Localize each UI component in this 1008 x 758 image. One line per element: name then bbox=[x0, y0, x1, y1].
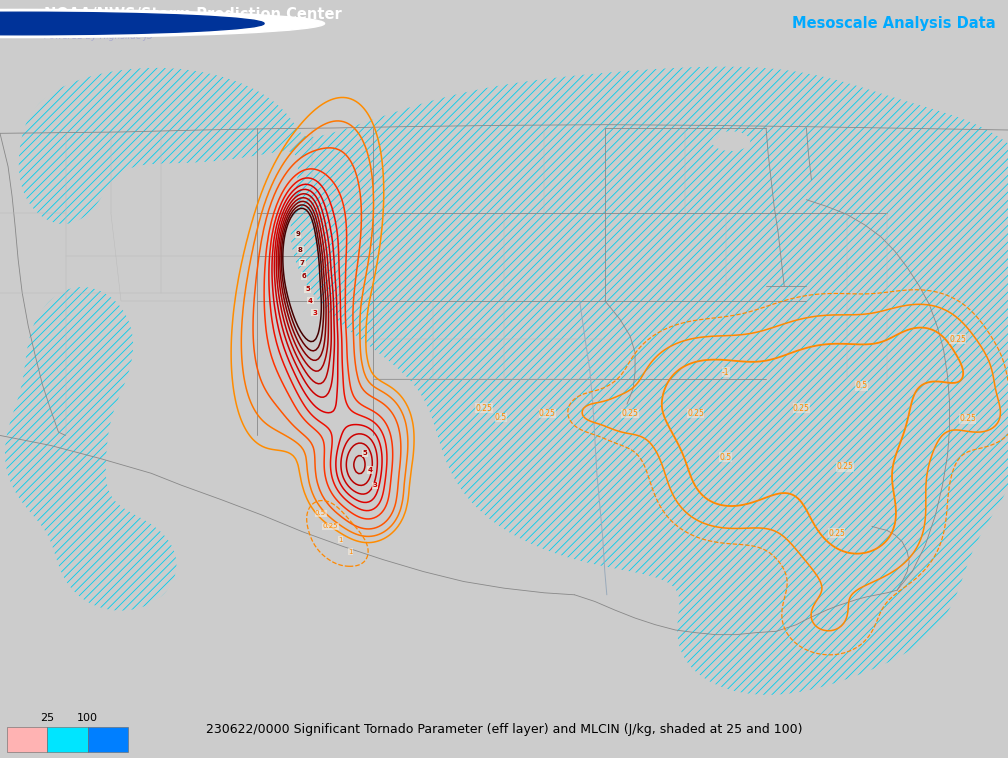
Text: Mesoscale Analysis Data: Mesoscale Analysis Data bbox=[792, 16, 996, 31]
Bar bbox=[88, 726, 128, 753]
Text: 4: 4 bbox=[308, 298, 312, 304]
Text: 7: 7 bbox=[300, 260, 304, 266]
Text: 0.5: 0.5 bbox=[495, 413, 507, 422]
Text: 6: 6 bbox=[302, 273, 306, 279]
Circle shape bbox=[0, 12, 264, 35]
Text: 3: 3 bbox=[312, 309, 317, 315]
Text: 1: 1 bbox=[349, 549, 353, 555]
Text: NOAA/NWS/Storm Prediction Center: NOAA/NWS/Storm Prediction Center bbox=[44, 7, 342, 21]
Text: 0.25: 0.25 bbox=[950, 335, 966, 343]
Text: 0.25: 0.25 bbox=[829, 528, 845, 537]
Text: 5: 5 bbox=[363, 450, 367, 456]
Text: 8: 8 bbox=[298, 246, 302, 252]
Text: 5: 5 bbox=[305, 287, 309, 293]
Text: 0.25: 0.25 bbox=[323, 524, 339, 529]
Point bbox=[0, 705, 8, 717]
Text: -1: -1 bbox=[722, 368, 730, 377]
Text: 1: 1 bbox=[339, 537, 343, 543]
Text: 0.5: 0.5 bbox=[856, 381, 868, 390]
Text: 3: 3 bbox=[373, 482, 377, 488]
Text: 25: 25 bbox=[40, 713, 54, 723]
Text: 0.25: 0.25 bbox=[687, 409, 704, 418]
Bar bbox=[7, 726, 47, 753]
Circle shape bbox=[0, 9, 325, 38]
Bar bbox=[47, 726, 88, 753]
Text: 0.25: 0.25 bbox=[622, 409, 638, 418]
Text: Powered by Highslide JS: Powered by Highslide JS bbox=[44, 32, 153, 41]
Text: 0.25: 0.25 bbox=[960, 415, 976, 423]
Text: 0.25: 0.25 bbox=[837, 462, 853, 471]
Text: 0.5: 0.5 bbox=[314, 510, 327, 516]
Text: 0.25: 0.25 bbox=[539, 409, 555, 418]
Text: 100: 100 bbox=[78, 713, 98, 723]
Text: 4: 4 bbox=[368, 467, 372, 473]
Text: 0.25: 0.25 bbox=[476, 404, 492, 412]
Text: 9: 9 bbox=[296, 231, 300, 237]
Text: 0.25: 0.25 bbox=[793, 404, 809, 412]
Text: 0.5: 0.5 bbox=[720, 453, 732, 462]
Text: 230622/0000 Significant Tornado Parameter (eff layer) and MLCIN (J/kg, shaded at: 230622/0000 Significant Tornado Paramete… bbox=[206, 723, 802, 736]
